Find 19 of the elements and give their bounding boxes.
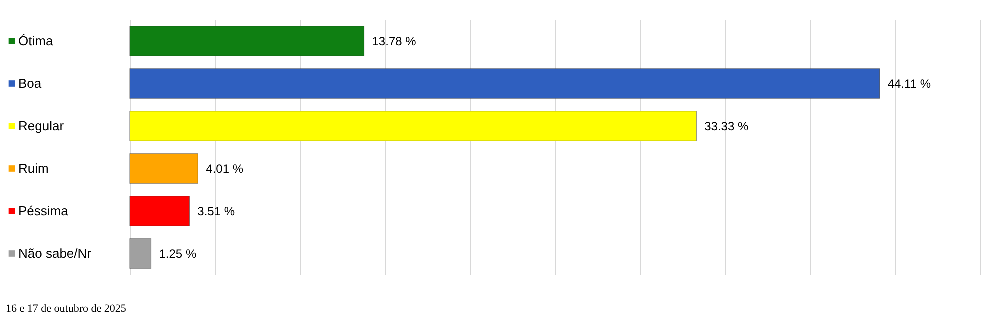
bar [130, 68, 880, 99]
y-tick-label: Boa [18, 76, 42, 91]
y-tick-label: Ruim [18, 160, 49, 176]
data-label: 3.51 % [198, 204, 236, 218]
y-tick-label: Ótima [18, 33, 54, 48]
bar [130, 238, 152, 269]
data-label: 1.25 % [159, 246, 197, 261]
bar [130, 196, 190, 226]
bar [130, 26, 365, 56]
data-label: 13.78 % [372, 34, 417, 48]
y-tick-label: Péssima [18, 203, 70, 218]
data-label: 44.11 % [888, 76, 932, 91]
text: 16 e 17 de outubro de 2025 [6, 303, 128, 315]
y-tick-label: Regular [18, 118, 65, 134]
bar [130, 154, 198, 184]
data-label: 33.33 % [704, 119, 749, 134]
y-tick-label: Não sabe/Nr [18, 246, 92, 261]
bar [130, 111, 697, 142]
data-label: 4.01 % [206, 162, 244, 176]
